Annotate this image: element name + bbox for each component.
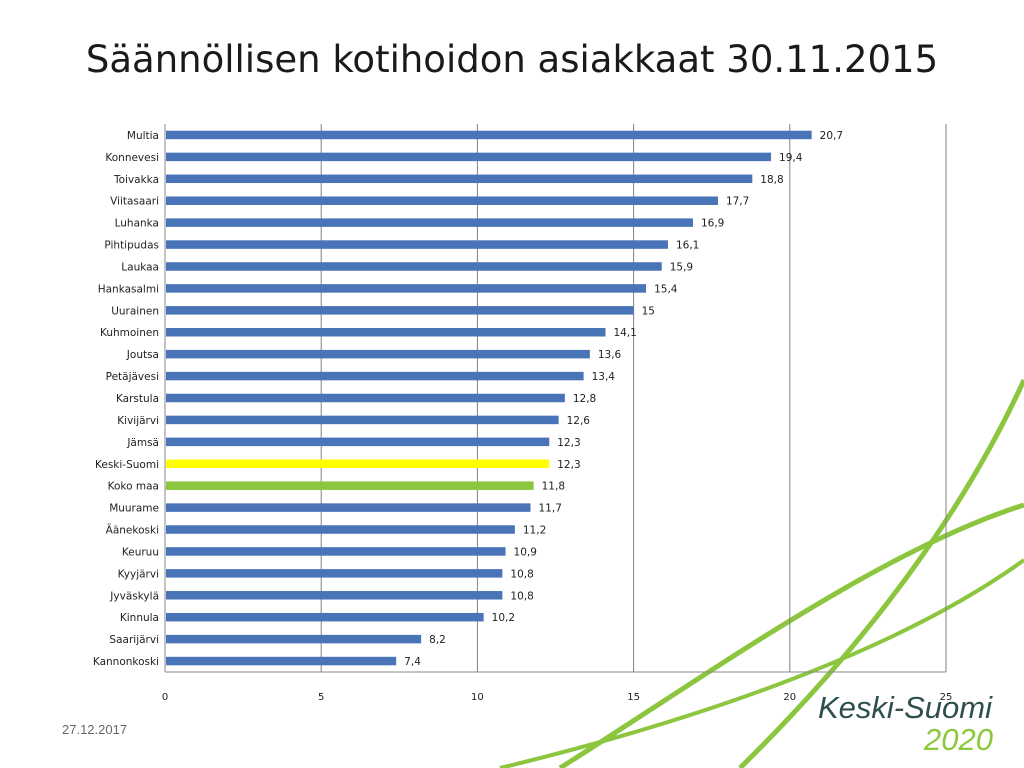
value-label: 10,9 (514, 546, 537, 558)
value-label: 18,8 (760, 174, 783, 186)
value-label: 17,7 (726, 196, 749, 208)
chart-value-labels: 20,7 19,4 18,8 17,716,916,1 15,9 15,4 15 14,1 13… (404, 130, 843, 668)
category-label: Jyväskylä (109, 590, 159, 602)
category-label: Laukaa (121, 261, 159, 273)
category-label: Hankasalmi (98, 283, 159, 295)
value-label: 8,2 (429, 634, 446, 646)
swoosh-curve-1 (738, 378, 1024, 768)
value-label: 12,6 (567, 415, 591, 427)
value-label: 11,2 (523, 525, 546, 537)
value-label: 11,7 (539, 503, 562, 515)
category-label: Saarijärvi (109, 634, 159, 646)
bar (166, 393, 565, 403)
category-label: Kinnula (120, 612, 159, 624)
x-tick-label: 20 (783, 692, 796, 703)
value-label: 19,4 (779, 152, 803, 164)
category-label: Luhanka (115, 218, 159, 230)
footer-date: 27.12.2017 (62, 722, 128, 737)
value-label: 11,8 (542, 481, 565, 493)
bar (166, 459, 550, 469)
category-label: Joutsa (126, 349, 159, 361)
bar (166, 634, 422, 644)
chart-gridlines (164, 124, 947, 673)
bar (166, 437, 550, 447)
bar (166, 262, 662, 271)
value-label: 15 (642, 305, 655, 317)
x-tick-label: 25 (940, 692, 953, 703)
bar (166, 481, 534, 490)
bar (166, 656, 397, 666)
logo-text-year: 2020 (924, 722, 993, 757)
category-label: Multia (127, 130, 159, 142)
bar (166, 174, 753, 184)
value-label: 16,1 (676, 240, 699, 252)
category-label: Kannonkoski (93, 656, 159, 668)
value-label: 13,4 (592, 371, 616, 383)
bar (166, 569, 503, 578)
category-label: Pihtipudas (104, 240, 159, 252)
category-label: Konnevesi (105, 152, 159, 164)
bar (166, 415, 559, 425)
category-label: Keuruu (122, 546, 159, 558)
bar (166, 349, 590, 359)
bar (166, 547, 506, 556)
category-label: Viitasaari (110, 196, 159, 208)
category-label: Kivijärvi (117, 415, 159, 427)
bar (166, 196, 718, 205)
bar (166, 284, 647, 293)
value-label: 13,6 (598, 349, 622, 361)
bar (166, 240, 668, 249)
value-label: 14,1 (613, 327, 636, 339)
value-label: 12,8 (573, 393, 596, 405)
value-label: 10,8 (510, 568, 533, 580)
category-label: Petäjävesi (106, 371, 159, 383)
value-label: 12,3 (557, 437, 580, 449)
category-label: Muurame (109, 503, 159, 515)
swoosh-curve-3 (499, 558, 1024, 768)
value-label: 15,9 (670, 261, 693, 273)
category-label: Jämsä (126, 437, 159, 449)
logo-text-name: Keski-Suomi (818, 690, 992, 725)
bar (166, 327, 606, 337)
value-label: 15,4 (654, 283, 678, 295)
x-tick-label: 10 (471, 692, 484, 703)
x-tick-label: 15 (627, 692, 640, 703)
value-label: 10,2 (492, 612, 515, 624)
value-label: 16,9 (701, 218, 724, 230)
category-label: Äänekoski (106, 524, 159, 537)
x-tick-label: 0 (162, 692, 168, 703)
bar (166, 371, 584, 381)
slide-title: Säännöllisen kotihoidon asiakkaat 30.11.… (85, 38, 939, 81)
x-tick-label: 5 (318, 692, 324, 703)
value-label: 10,8 (510, 590, 533, 602)
category-label: Kuhmoinen (100, 327, 159, 339)
category-label: Keski-Suomi (95, 459, 159, 471)
bar (166, 612, 484, 622)
value-label: 7,4 (404, 656, 421, 668)
category-label: Koko maa (108, 481, 159, 493)
category-label: Karstula (116, 393, 159, 405)
bar (166, 503, 531, 512)
category-label: Uurainen (111, 305, 159, 317)
category-label: Kyyjärvi (118, 568, 159, 580)
category-label: Toivakka (113, 174, 159, 186)
swoosh-curve-2 (558, 502, 1024, 768)
value-label: 20,7 (820, 130, 843, 142)
chart-category-labels: Multia Konnevesi Toivakka Viitasaari Luhanka… (93, 130, 159, 668)
bar (166, 218, 693, 227)
bar (166, 525, 515, 534)
chart-x-tick-labels: 0 5 10 15 20 25 (162, 692, 953, 703)
bar (166, 130, 812, 140)
value-label: 12,3 (557, 459, 580, 471)
bar (166, 591, 503, 600)
chart-bars (166, 130, 812, 666)
bar (166, 152, 772, 162)
bar (166, 306, 634, 315)
